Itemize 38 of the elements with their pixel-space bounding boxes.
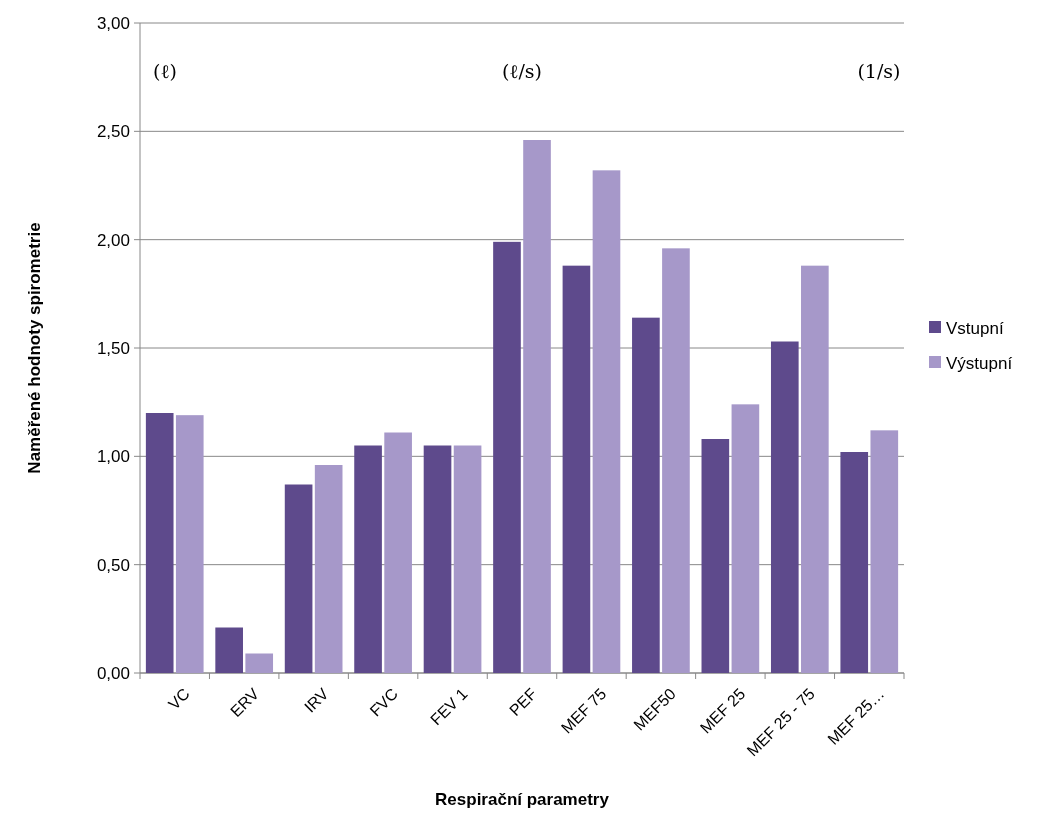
bar bbox=[523, 140, 551, 673]
bar bbox=[314, 465, 343, 673]
y-tick-label: 2,00 bbox=[96, 230, 130, 250]
bar bbox=[870, 430, 899, 673]
annotation: (ℓ/s) bbox=[501, 60, 543, 82]
bar bbox=[453, 445, 482, 673]
y-tick-label: 0,50 bbox=[96, 555, 130, 575]
bar bbox=[662, 248, 690, 673]
y-tick-label: 1,00 bbox=[96, 447, 130, 467]
bar bbox=[354, 445, 382, 673]
bar bbox=[731, 404, 760, 673]
y-tick-label: 1,50 bbox=[96, 338, 130, 358]
bar bbox=[840, 452, 869, 673]
bar bbox=[801, 265, 829, 673]
bar bbox=[562, 265, 591, 673]
legend-label: Vstupní bbox=[946, 318, 1004, 338]
bar bbox=[245, 653, 274, 673]
bar bbox=[592, 170, 621, 673]
bar bbox=[423, 445, 452, 673]
bar bbox=[632, 317, 660, 673]
bar bbox=[175, 415, 204, 673]
x-tick-label: IRV bbox=[301, 684, 332, 716]
annotation: (ℓ) bbox=[153, 60, 177, 82]
y-tick-label: 2,50 bbox=[96, 122, 130, 142]
y-axis-title: Naměřené hodnoty spirometrie bbox=[25, 222, 44, 474]
annotation: (1/s) bbox=[857, 60, 901, 82]
bar bbox=[145, 413, 174, 673]
bar bbox=[493, 241, 521, 673]
bar bbox=[215, 627, 243, 673]
bar bbox=[770, 341, 799, 673]
x-axis-title: Respirační parametry bbox=[435, 790, 610, 809]
y-tick-label: 0,00 bbox=[96, 663, 130, 683]
x-tick-label: VC bbox=[165, 685, 193, 713]
y-tick-label: 3,00 bbox=[96, 13, 130, 33]
bar bbox=[701, 439, 730, 673]
legend-label: Výstupní bbox=[946, 353, 1013, 373]
bar bbox=[384, 432, 412, 673]
bar bbox=[284, 484, 313, 673]
